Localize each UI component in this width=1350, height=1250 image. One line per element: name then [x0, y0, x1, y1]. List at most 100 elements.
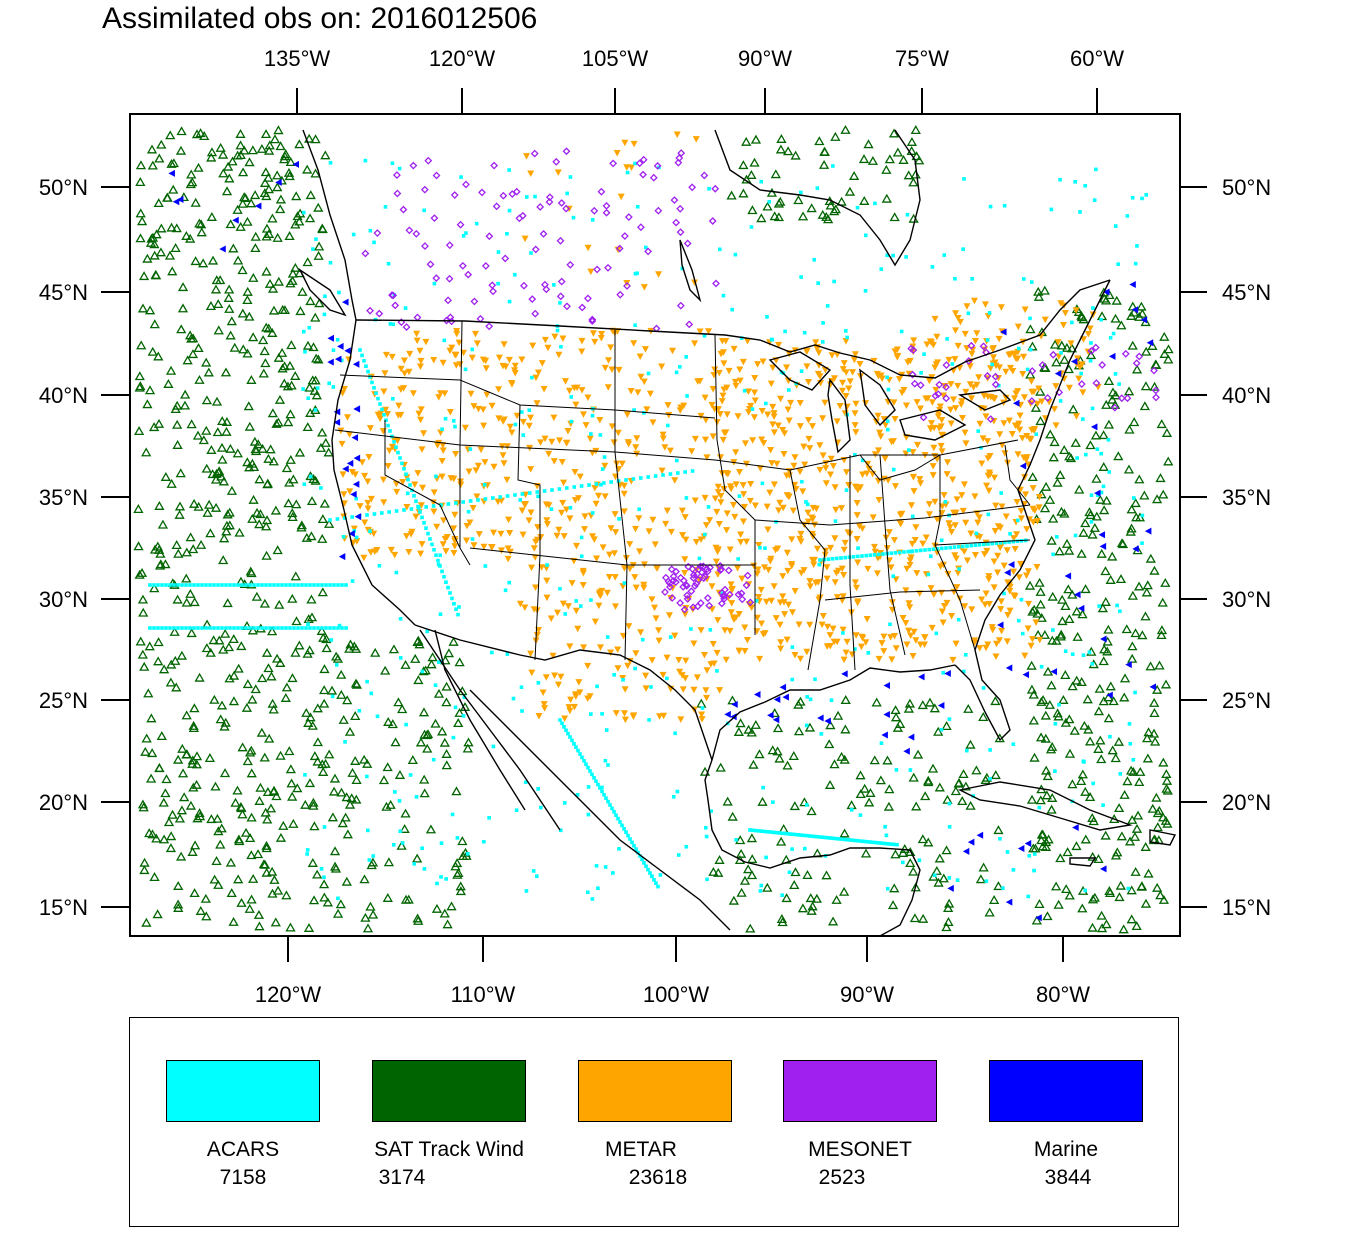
sat-track-wind-marker [287, 593, 298, 603]
sat-track-wind-marker [219, 721, 230, 731]
metar-marker [698, 716, 706, 723]
acars-marker [1097, 604, 1101, 608]
metar-marker [940, 492, 948, 499]
acars-marker [620, 823, 624, 828]
acars-marker [304, 626, 308, 630]
sat-track-wind-marker [350, 756, 361, 765]
acars-marker [252, 626, 256, 630]
metar-marker [875, 496, 883, 504]
sat-track-wind-marker [310, 405, 321, 414]
metar-marker [853, 500, 861, 507]
sat-track-wind-marker [1024, 580, 1036, 590]
acars-marker [883, 824, 887, 829]
acars-marker [208, 583, 212, 587]
metar-marker [966, 363, 974, 370]
sat-track-wind-marker [1039, 503, 1051, 513]
acars-marker [988, 777, 992, 781]
metar-marker [916, 476, 924, 483]
sat-track-wind-marker [790, 867, 801, 877]
sat-track-wind-marker [1034, 899, 1045, 908]
sat-track-wind-marker [1095, 735, 1106, 745]
mesonet-marker [557, 199, 566, 207]
marine-marker [1054, 370, 1062, 378]
lat-label-right: 50°N [1222, 175, 1271, 200]
sat-track-wind-marker [321, 634, 332, 644]
metar-marker [1001, 450, 1009, 457]
metar-marker [543, 521, 551, 528]
sat-track-wind-marker [722, 796, 733, 806]
acars-marker [362, 359, 366, 363]
metar-marker [962, 388, 970, 396]
metar-marker [433, 523, 441, 531]
metar-marker [420, 430, 428, 437]
sat-track-wind-marker [263, 663, 274, 673]
acars-marker [939, 538, 944, 543]
mesonet-marker [444, 296, 453, 305]
metar-marker [853, 535, 861, 543]
sat-track-wind-marker [1067, 779, 1078, 789]
mesonet-marker [717, 599, 726, 608]
acars-marker [962, 177, 966, 181]
sat-track-wind-marker [176, 650, 188, 660]
sat-track-wind-marker [188, 498, 200, 508]
metar-marker [840, 360, 848, 367]
acars-marker [808, 697, 813, 702]
sat-track-wind-marker [746, 870, 758, 880]
sat-track-wind-marker [190, 256, 201, 266]
metar-marker [690, 686, 698, 694]
metar-marker [762, 598, 770, 606]
acars-marker [188, 583, 192, 587]
metar-marker [781, 430, 789, 437]
acars-marker [519, 685, 524, 690]
sat-track-wind-marker [225, 330, 236, 340]
acars-marker [843, 329, 848, 333]
mesonet-marker [725, 590, 734, 599]
metar-marker [379, 476, 387, 484]
metar-marker [451, 535, 459, 543]
sat-track-wind-marker [811, 893, 822, 903]
metar-marker [528, 669, 536, 677]
metar-marker [601, 493, 609, 500]
metar-marker [364, 505, 372, 513]
acars-marker [1083, 183, 1088, 188]
sat-track-wind-marker [422, 743, 433, 753]
sat-track-wind-marker [168, 158, 179, 168]
metar-marker [1032, 619, 1040, 626]
sat-track-wind-marker [889, 883, 900, 893]
sat-track-wind-marker [1032, 608, 1043, 618]
sat-track-wind-marker [839, 754, 850, 764]
marine-marker [333, 418, 341, 426]
sat-track-wind-marker [846, 800, 857, 810]
metar-marker [681, 611, 689, 618]
acars-marker [952, 545, 957, 549]
acars-marker [256, 583, 260, 587]
metar-marker [989, 346, 997, 353]
metar-marker [481, 459, 489, 466]
sat-track-wind-marker [1160, 679, 1172, 689]
metar-marker [781, 611, 789, 618]
sat-track-wind-marker [1126, 504, 1137, 514]
sat-track-wind-marker [270, 917, 281, 927]
metar-marker [1019, 371, 1027, 378]
acars-marker [656, 884, 660, 889]
metar-marker [953, 584, 961, 591]
metar-marker [754, 361, 762, 368]
bottom-lon-label: 120°W [255, 982, 322, 1007]
metar-marker [697, 536, 705, 544]
sat-track-wind-marker [1030, 402, 1042, 412]
metar-marker [822, 480, 830, 487]
metar-marker [542, 501, 550, 508]
marine-marker [1072, 824, 1079, 832]
sat-track-wind-marker [281, 682, 293, 692]
sat-track-wind-marker [882, 755, 893, 765]
metar-marker [775, 341, 783, 349]
sat-track-wind-marker [237, 742, 248, 752]
acars-marker [982, 542, 986, 547]
mesonet-marker [578, 303, 587, 312]
metar-marker [822, 465, 830, 472]
metar-marker [1028, 636, 1036, 643]
marine-marker [172, 198, 180, 206]
sat-track-wind-marker [236, 641, 247, 651]
sat-track-wind-marker [192, 813, 203, 823]
sat-track-wind-marker [256, 727, 267, 737]
